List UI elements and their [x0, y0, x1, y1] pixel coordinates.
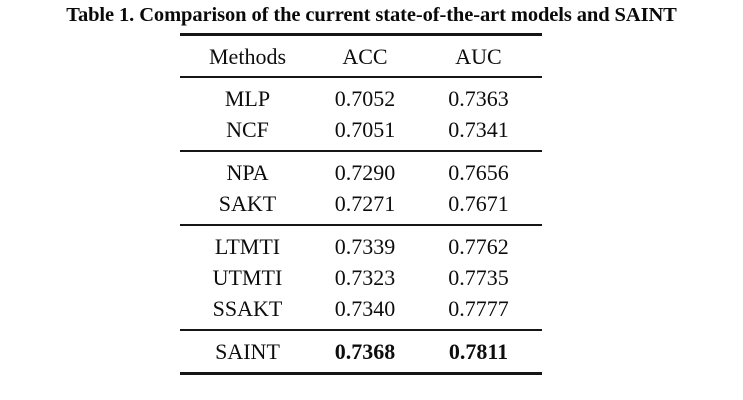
cell-acc: 0.7340: [334, 296, 396, 321]
table-header: Methods ACC AUC: [180, 35, 542, 78]
table-row-ltmti: LTMTI 0.7339 0.7762: [180, 225, 542, 262]
cell-auc: 0.7341: [448, 117, 509, 142]
cell-acc: 0.7271: [334, 191, 396, 216]
cell-auc: 0.7811: [448, 339, 509, 364]
table-group-baselines: MLP 0.7052 0.7363 NCF 0.7051 0.7341: [180, 77, 542, 151]
cell-auc: 0.7671: [448, 191, 509, 216]
cell-method: SAINT: [215, 339, 280, 364]
column-header-auc: AUC: [455, 44, 502, 69]
cell-auc: 0.7777: [448, 296, 509, 321]
cell-method: NPA: [226, 160, 269, 185]
cell-acc: 0.7339: [334, 234, 396, 259]
table-group-saint: SAINT 0.7368 0.7811: [180, 330, 542, 374]
column-header-methods: Methods: [209, 44, 286, 69]
header-row: Methods ACC AUC: [180, 35, 542, 78]
table-row-saint: SAINT 0.7368 0.7811: [180, 330, 542, 374]
cell-auc: 0.7762: [448, 234, 509, 259]
cell-method: NCF: [226, 117, 269, 142]
table-row-ncf: NCF 0.7051 0.7341: [180, 114, 542, 151]
cell-method: SAKT: [218, 191, 277, 216]
cell-method: SSAKT: [212, 296, 283, 321]
table-caption: Table 1. Comparison of the current state…: [66, 4, 677, 26]
cell-acc: 0.7323: [334, 265, 396, 290]
table-row-sakt: SAKT 0.7271 0.7671: [180, 188, 542, 225]
cell-auc: 0.7735: [448, 265, 509, 290]
cell-method: MLP: [224, 86, 271, 111]
column-header-acc: ACC: [342, 44, 388, 69]
cell-auc: 0.7656: [448, 160, 509, 185]
cell-method: UTMTI: [212, 265, 283, 290]
table-group-transformer: LTMTI 0.7339 0.7762 UTMTI 0.7323 0.7735 …: [180, 225, 542, 330]
cell-acc: 0.7051: [334, 117, 396, 142]
table-row-mlp: MLP 0.7052 0.7363: [180, 77, 542, 114]
comparison-table: Methods ACC AUC MLP 0.7052 0.7363 NCF 0.…: [180, 33, 542, 375]
cell-acc: 0.7052: [334, 86, 396, 111]
cell-method: LTMTI: [214, 234, 281, 259]
cell-acc: 0.7290: [334, 160, 396, 185]
cell-acc: 0.7368: [334, 339, 396, 364]
table-row-utmti: UTMTI 0.7323 0.7735: [180, 262, 542, 293]
table-group-attention: NPA 0.7290 0.7656 SAKT 0.7271 0.7671: [180, 151, 542, 225]
table-row-ssakt: SSAKT 0.7340 0.7777: [180, 293, 542, 330]
cell-auc: 0.7363: [448, 86, 509, 111]
table-row-npa: NPA 0.7290 0.7656: [180, 151, 542, 188]
